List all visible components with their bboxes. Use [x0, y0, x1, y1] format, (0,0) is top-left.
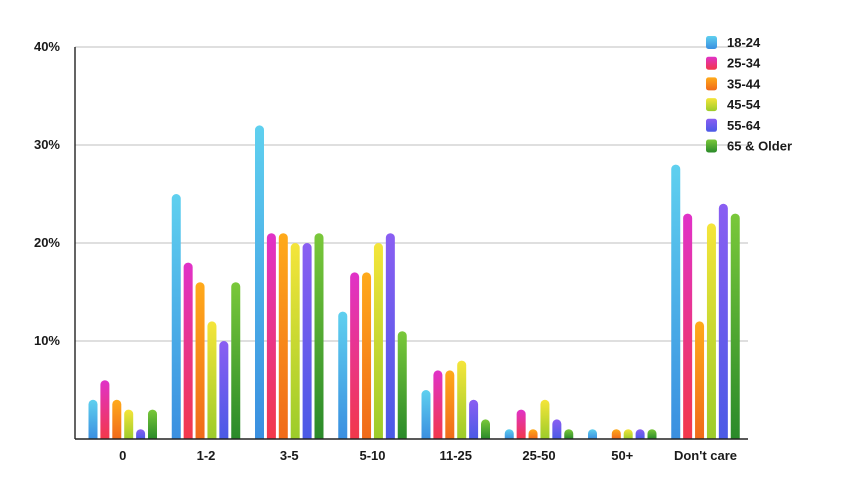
bar-35-44-cat-4 — [445, 370, 455, 439]
legend-swatch — [706, 36, 717, 49]
x-tick-label: 0 — [119, 448, 126, 463]
bar-55-64-cat-0 — [136, 429, 146, 439]
legend: 18-24 25-34 35-44 45-54 55-64 65 & Older — [706, 35, 792, 154]
x-tick-label: 5-10 — [359, 448, 385, 463]
x-tick-label: 1-2 — [197, 448, 216, 463]
legend-label: 18-24 — [727, 35, 761, 50]
bar-18-24-cat-2 — [255, 125, 264, 439]
bar-55-64-cat-6 — [635, 429, 645, 439]
bar-45-54-cat-1 — [207, 321, 217, 439]
axes — [74, 47, 748, 440]
bar-18-24-cat-6 — [588, 429, 597, 439]
bar-35-44-cat-7 — [695, 321, 705, 439]
legend-label: 25-34 — [727, 56, 761, 71]
bar-55-64-cat-5 — [552, 419, 562, 439]
bar-35-44-cat-6 — [611, 429, 621, 439]
bar-55-64-cat-3 — [385, 233, 395, 439]
bar-45-54-cat-3 — [373, 243, 383, 439]
bar-55-64-cat-2 — [302, 243, 312, 439]
bars — [88, 125, 740, 439]
legend-label: 65 & Older — [727, 139, 792, 154]
bar-18-24-cat-5 — [504, 429, 514, 439]
bar-25-34-cat-1 — [183, 262, 193, 439]
gridlines — [75, 46, 748, 342]
x-tick-label: 11-25 — [439, 448, 472, 463]
bar-25-34-cat-4 — [433, 370, 443, 439]
bar-65-older-cat-1 — [231, 282, 241, 439]
bar-65-older-cat-7 — [730, 213, 740, 439]
bar-35-44-cat-3 — [362, 272, 372, 439]
bar-55-64-cat-4 — [469, 399, 479, 439]
bar-45-54-cat-5 — [540, 399, 550, 439]
bar-25-34-cat-0 — [100, 380, 110, 439]
bar-18-24-cat-0 — [88, 399, 98, 439]
y-tick-label: 40% — [34, 39, 60, 54]
bar-18-24-cat-1 — [171, 194, 181, 439]
bar-45-54-cat-7 — [706, 223, 716, 439]
bar-25-34-cat-2 — [266, 233, 276, 439]
bar-65-older-cat-6 — [647, 429, 657, 439]
y-tick-label: 20% — [34, 235, 60, 250]
bar-25-34-cat-7 — [683, 213, 693, 439]
x-tick-label: Don't care — [674, 448, 737, 463]
y-tick-labels: 10% 20% 30% 40% — [34, 39, 60, 348]
bar-55-64-cat-1 — [219, 341, 229, 439]
legend-swatch — [706, 98, 717, 112]
legend-label: 55-64 — [727, 118, 761, 133]
bar-45-54-cat-6 — [623, 429, 633, 439]
bar-65-older-cat-2 — [314, 233, 324, 439]
bar-35-44-cat-1 — [195, 282, 205, 439]
bar-65-older-cat-3 — [397, 331, 407, 439]
bar-18-24-cat-4 — [421, 390, 431, 439]
bar-35-44-cat-0 — [112, 399, 122, 439]
bar-65-older-cat-4 — [481, 419, 490, 439]
bar-55-64-cat-7 — [718, 203, 728, 439]
y-tick-label: 10% — [34, 333, 60, 348]
legend-swatch — [706, 56, 717, 70]
legend-label: 35-44 — [727, 76, 761, 91]
y-tick-label: 30% — [34, 137, 60, 152]
bar-25-34-cat-5 — [516, 409, 526, 439]
legend-swatch — [706, 118, 717, 132]
legend-swatch — [706, 77, 717, 91]
bar-18-24-cat-7 — [671, 164, 681, 439]
bar-25-34-cat-3 — [350, 272, 360, 439]
x-tick-label: 25-50 — [522, 448, 555, 463]
legend-label: 45-54 — [727, 97, 761, 112]
x-tick-labels: 0 1-2 3-5 5-10 11-25 25-50 50+ Don't care — [119, 448, 737, 463]
bar-65-older-cat-5 — [564, 429, 574, 439]
x-tick-label: 3-5 — [280, 448, 299, 463]
legend-swatch — [706, 139, 717, 153]
bar-45-54-cat-4 — [457, 360, 467, 439]
bar-45-54-cat-0 — [124, 409, 134, 439]
bar-35-44-cat-5 — [528, 429, 538, 439]
bar-35-44-cat-2 — [278, 233, 288, 439]
bar-65-older-cat-0 — [148, 409, 157, 439]
bar-45-54-cat-2 — [290, 243, 300, 439]
x-tick-label: 50+ — [611, 448, 633, 463]
bar-18-24-cat-3 — [338, 311, 348, 439]
